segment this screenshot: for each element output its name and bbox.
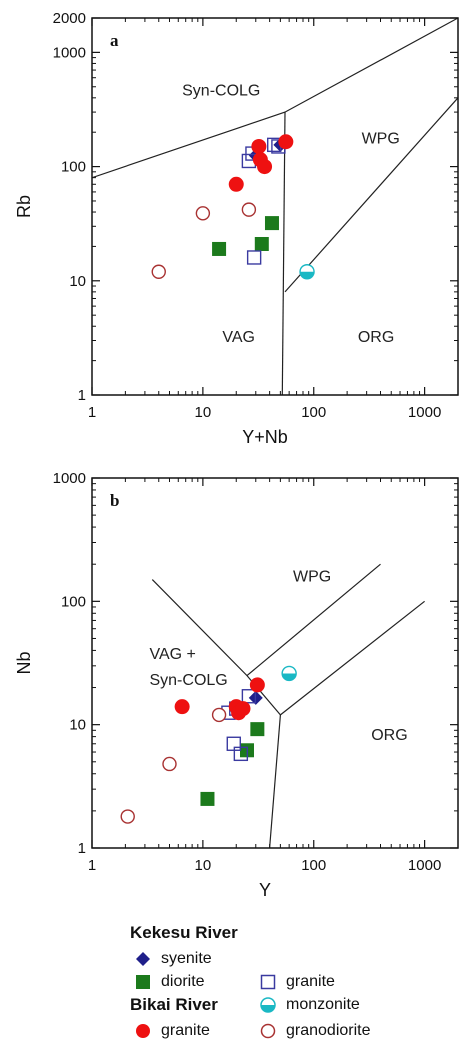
filled-circle-marker-icon [136, 1024, 150, 1038]
y-tick-label: 1000 [53, 44, 86, 61]
legend-item-monzonite: monzonite [260, 996, 360, 1014]
field-boundary-line [281, 112, 286, 395]
data-point-granite-bikai [228, 176, 244, 192]
field-boundary-line [284, 97, 458, 293]
x-axis-label: Y+Nb [242, 427, 288, 447]
region-label: WPG [293, 568, 331, 585]
legend-item-syenite: syenite [135, 950, 212, 968]
x-tick-label: 1 [88, 857, 96, 874]
y-tick-label: 10 [69, 273, 86, 290]
data-point-granodiorite [211, 707, 227, 723]
y-tick-label: 100 [61, 159, 86, 176]
legend-label-syenite: syenite [161, 950, 212, 967]
y-tick-label: 1000 [53, 470, 86, 487]
data-point-granodiorite [195, 206, 211, 221]
open-circle-marker-icon [260, 1023, 276, 1039]
half-filled-circle-marker-icon [260, 997, 276, 1013]
region-label: Syn-COLG [182, 82, 260, 99]
legend-item-granodiorite: granodiorite [260, 1022, 371, 1040]
field-boundary-line [280, 600, 425, 716]
data-point-granodiorite [120, 809, 135, 824]
field-boundary-line [92, 18, 458, 179]
data-point-diorite [212, 241, 227, 256]
data-point-granodiorite [241, 202, 257, 217]
legend: Kekesu River syenite granite diorite mon… [0, 918, 464, 1053]
data-point-monzonite [299, 264, 315, 280]
data-point-monzonite [281, 665, 297, 682]
legend-group-bikai-river: Bikai River [130, 995, 218, 1014]
diamond-marker-icon [136, 952, 150, 966]
y-tick-label: 1 [78, 840, 86, 857]
region-label: VAG + [149, 646, 195, 663]
open-square-marker-icon [260, 974, 276, 990]
x-tick-label: 1 [88, 404, 96, 421]
data-point-granite-bikai [249, 677, 265, 693]
y-tick-label: 1 [78, 387, 86, 404]
data-point-granite-bikai [251, 138, 267, 154]
y-axis-label: Rb [14, 195, 34, 218]
y-tick-label: 2000 [53, 10, 86, 27]
legend-group-kekesu-river: Kekesu River [130, 923, 238, 942]
legend-label-diorite: diorite [161, 973, 205, 990]
data-point-granite-kekesu [233, 746, 249, 762]
panel-b-nb-vs-y: 1 10 100 1000 1 10 100 1000 WPG VAG + Syn-COLG ORG b… [14, 470, 459, 900]
y-tick-label: 10 [69, 717, 86, 734]
y-axis-label: Nb [14, 651, 34, 674]
x-tick-label: 1000 [408, 857, 441, 874]
data-point-granodiorite [162, 756, 177, 772]
region-label: VAG [222, 329, 255, 346]
panel-label: b [110, 491, 119, 510]
region-label: Syn-COLG [149, 672, 227, 689]
x-tick-label: 10 [195, 404, 212, 421]
filled-square-marker-icon [136, 975, 150, 989]
region-label: WPG [362, 130, 400, 147]
legend-label-granite-kekesu: granite [286, 973, 335, 990]
plot-frame [91, 477, 459, 849]
data-point-diorite [250, 722, 265, 737]
legend-item-granite-bikai: granite [135, 1022, 210, 1040]
x-tick-label: 1000 [408, 404, 441, 421]
data-point-granite-bikai [235, 701, 251, 717]
data-point-diorite [264, 216, 279, 231]
field-boundary-line [269, 714, 281, 848]
legend-label-granodiorite: granodiorite [286, 1022, 371, 1039]
field-boundary-line [246, 563, 381, 677]
x-tick-label: 100 [301, 404, 326, 421]
panel-label: a [110, 31, 119, 50]
data-point-granite-bikai [174, 699, 190, 715]
legend-item-diorite: diorite [135, 973, 205, 991]
data-point-diorite [254, 236, 269, 251]
legend-item-granite-kekesu: granite [260, 973, 335, 991]
plot-frame [91, 17, 459, 396]
legend-label-granite-bikai: granite [161, 1022, 210, 1039]
data-point-granite-kekesu [246, 250, 262, 265]
data-point-granite-bikai [257, 159, 273, 175]
data-point-granite-bikai [278, 134, 294, 150]
x-axis-label: Y [259, 880, 271, 900]
region-label: ORG [358, 329, 394, 346]
x-tick-label: 100 [301, 857, 326, 874]
data-point-granite-kekesu [241, 689, 257, 704]
legend-label-monzonite: monzonite [286, 996, 360, 1013]
panel-a-rb-vs-ynb: 1 10 100 1000 1 10 100 1000 2000 Syn-COLG WPG VAG OR… [14, 10, 459, 447]
data-point-diorite [200, 791, 215, 806]
x-tick-label: 10 [195, 857, 212, 874]
region-label: ORG [371, 727, 407, 744]
data-point-granodiorite [151, 264, 166, 279]
figure-canvas: 1 10 100 1000 1 10 100 1000 2000 Syn-COLG WPG VAG OR… [14, 10, 459, 900]
y-tick-label: 100 [61, 593, 86, 610]
